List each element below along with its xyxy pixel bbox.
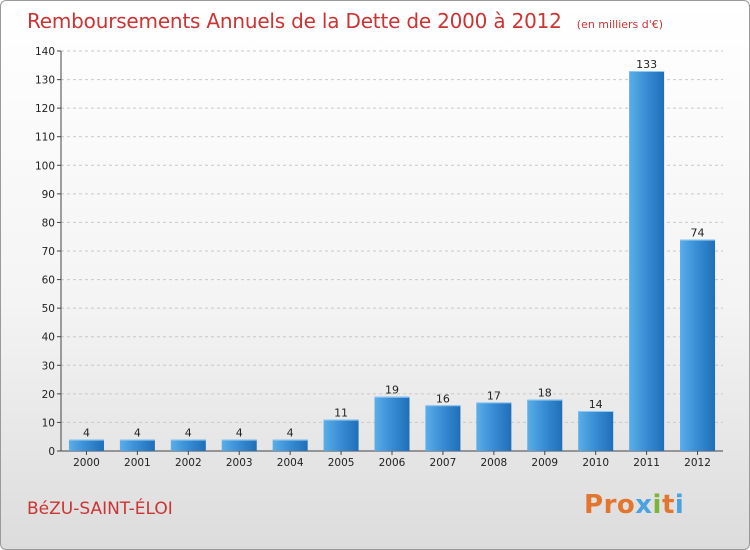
value-label: 4: [236, 427, 243, 440]
x-tick-label: 2007: [430, 457, 457, 469]
bar: [476, 402, 512, 451]
logo-letter: i: [674, 490, 685, 520]
x-tick-label: 2009: [531, 457, 558, 469]
bar: [221, 439, 257, 451]
y-tick-label: 100: [35, 160, 55, 172]
logo-letter: t: [661, 490, 675, 520]
bar: [170, 439, 206, 451]
chart-unit: (en milliers d'€): [576, 18, 664, 31]
value-label: 19: [385, 384, 399, 397]
value-label: 17: [487, 389, 501, 402]
bar: [527, 399, 563, 451]
x-tick-label: 2002: [175, 457, 202, 469]
y-tick-label: 130: [35, 75, 55, 87]
bar: [374, 396, 410, 451]
bar: [272, 439, 308, 451]
bar: [323, 419, 359, 451]
logo-letter: x: [635, 490, 653, 520]
x-tick-label: 2003: [226, 457, 253, 469]
x-tick-label: 2005: [328, 457, 355, 469]
y-tick-label: 140: [35, 46, 55, 58]
y-tick-label: 30: [42, 360, 55, 372]
bar: [68, 439, 104, 451]
y-tick-label: 0: [48, 446, 55, 458]
chart-title: Remboursements Annuels de la Dette de 20…: [27, 9, 562, 33]
value-label: 133: [636, 58, 657, 71]
y-tick-label: 120: [35, 103, 55, 115]
bars: [68, 71, 716, 451]
y-tick-label: 10: [42, 417, 55, 429]
logo-letter: i: [652, 490, 662, 520]
bar: [680, 239, 716, 451]
y-tick-label: 70: [42, 246, 55, 258]
value-label: 4: [185, 427, 192, 440]
value-label: 18: [538, 387, 552, 400]
proxiti-logo: Proxiti: [584, 490, 684, 520]
value-label: 14: [589, 398, 603, 411]
commune-name: BéZU-SAINT-ÉLOI: [27, 499, 173, 519]
value-label: 4: [134, 427, 141, 440]
title-row: Remboursements Annuels de la Dette de 20…: [27, 9, 663, 33]
value-label: 4: [287, 427, 294, 440]
bar: [629, 71, 665, 451]
value-label: 4: [83, 427, 90, 440]
x-tick-label: 2000: [73, 457, 100, 469]
x-tick-label: 2006: [379, 457, 406, 469]
logo-letter: r: [603, 490, 617, 520]
y-tick-label: 50: [42, 303, 55, 315]
logo-letter: o: [616, 490, 636, 520]
value-label: 16: [436, 392, 450, 405]
y-tick-label: 110: [35, 132, 55, 144]
logo-letter: P: [584, 490, 604, 520]
bar: [425, 405, 461, 451]
x-tick-label: 2001: [124, 457, 151, 469]
labels: 0 10 20 30 40 50 60 70 80 90 100 110 120 130 140 4 2000 4…: [35, 46, 711, 469]
bar: [119, 439, 155, 451]
value-label: 11: [334, 407, 348, 420]
bar: [578, 411, 614, 451]
y-tick-label: 90: [42, 189, 55, 201]
y-tick-label: 80: [42, 217, 55, 229]
x-tick-label: 2010: [582, 457, 609, 469]
value-label: 74: [691, 227, 705, 240]
y-tick-label: 20: [42, 389, 55, 401]
x-tick-label: 2011: [633, 457, 660, 469]
y-tick-label: 40: [42, 332, 55, 344]
x-tick-label: 2004: [277, 457, 304, 469]
y-tick-label: 60: [42, 275, 55, 287]
x-tick-label: 2008: [480, 457, 507, 469]
x-tick-label: 2012: [684, 457, 711, 469]
